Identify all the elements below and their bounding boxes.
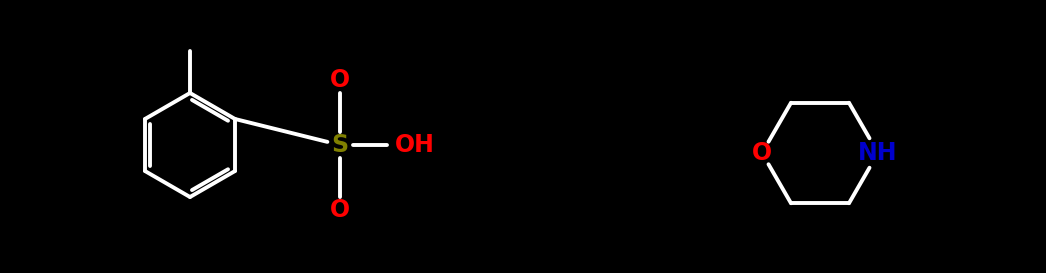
Text: O: O: [329, 198, 350, 222]
Text: OH: OH: [395, 133, 435, 157]
Text: O: O: [752, 141, 772, 165]
Text: O: O: [329, 68, 350, 92]
Text: NH: NH: [859, 141, 897, 165]
Text: S: S: [332, 133, 348, 157]
